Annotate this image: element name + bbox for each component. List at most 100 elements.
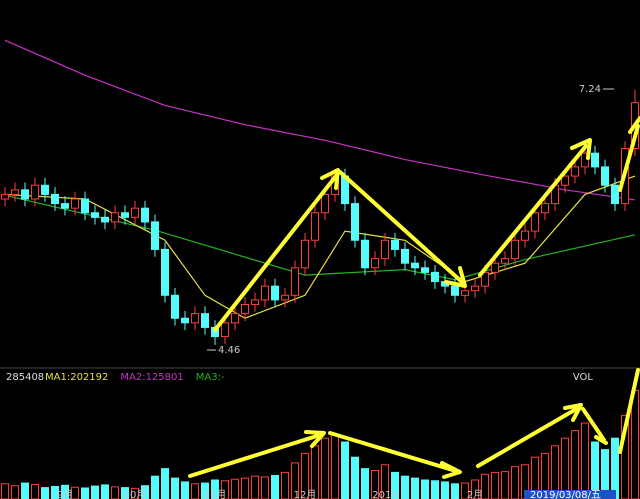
volume-bar — [191, 483, 199, 499]
candle-body — [61, 203, 69, 209]
volume-bar — [531, 456, 539, 499]
x-tick-label: 2019 — [372, 490, 397, 499]
candle-body — [521, 230, 529, 241]
candle-body — [281, 294, 289, 301]
x-tick-label: 2月 — [467, 489, 483, 499]
volume-bar — [601, 449, 609, 499]
volume-bar — [581, 422, 589, 499]
candle-body — [351, 203, 359, 241]
x-tick-label: 10月 — [124, 489, 147, 499]
candle-body — [271, 285, 279, 301]
x-tick-label: 9月 — [57, 489, 73, 499]
legend-entry: MA2:125801 — [120, 372, 183, 383]
volume-bar — [361, 468, 369, 499]
candle-body — [201, 313, 209, 328]
candle-body — [381, 239, 389, 260]
volume-bar — [141, 485, 149, 499]
candle-body — [591, 152, 599, 168]
volume-bar — [371, 470, 379, 499]
ma-line — [4, 194, 636, 281]
candle-body — [31, 184, 39, 200]
candle-body — [371, 258, 379, 269]
candle-body — [1, 193, 9, 200]
volume-bar — [441, 481, 449, 499]
volume-bar — [151, 475, 159, 499]
legend-entry: MA1:202192 — [45, 372, 108, 383]
volume-bar — [341, 441, 349, 499]
volume-bar — [421, 479, 429, 499]
volume-bar — [501, 471, 509, 499]
volume-bar — [331, 433, 339, 499]
cursor-box — [524, 490, 616, 499]
volume-bar — [631, 390, 639, 499]
low-label: 4.46 — [218, 345, 240, 356]
candle-body — [231, 313, 239, 324]
annotation-arrows — [188, 116, 640, 479]
candle-body — [121, 212, 129, 218]
candle-body — [41, 184, 49, 195]
candle-body — [21, 189, 29, 200]
volume-bar — [161, 468, 169, 499]
volume-legend: MA1:202192 MA2:125801 MA3:- — [45, 372, 225, 383]
volume-bar — [71, 486, 79, 499]
candle-body — [131, 207, 139, 218]
volume-bar — [491, 471, 499, 499]
candle-body — [161, 248, 169, 296]
arrow — [618, 368, 640, 454]
candle-body — [581, 152, 589, 168]
candle-body — [491, 262, 499, 273]
volume-bar — [261, 476, 269, 499]
arrow — [213, 168, 340, 332]
candle-body — [51, 193, 59, 205]
volume-bar — [211, 479, 219, 499]
candle-body — [111, 212, 119, 223]
ma-line — [4, 39, 636, 201]
candle-body — [541, 203, 549, 214]
volume-bar — [61, 484, 69, 499]
volume-title: VOL — [573, 372, 594, 383]
candle-body — [561, 175, 569, 186]
volume-bar — [101, 484, 109, 499]
candle-body — [241, 303, 249, 315]
candle-body — [71, 198, 79, 209]
candle-body — [601, 166, 609, 186]
volume-bar — [511, 466, 519, 499]
candle-body — [141, 207, 149, 223]
volume-bar — [351, 456, 359, 499]
arrow — [338, 170, 467, 288]
volume-bar — [11, 485, 19, 499]
volume-bar — [121, 487, 129, 499]
candle-body — [361, 239, 369, 269]
legend-entry: MA3:- — [196, 372, 225, 383]
candle-body — [411, 262, 419, 269]
candle-body — [481, 271, 489, 287]
volume-bar — [451, 483, 459, 499]
volume-bar — [411, 477, 419, 499]
arrow — [188, 430, 326, 478]
volume-bar — [31, 484, 39, 499]
volume-bar — [281, 471, 289, 499]
volume-bar — [591, 441, 599, 499]
high-label: 7.24 — [579, 84, 601, 95]
candle-body — [501, 258, 509, 264]
candle-body — [261, 285, 269, 301]
arrow — [581, 407, 608, 445]
x-tick-label: 12月 — [294, 489, 317, 499]
volume-bar — [111, 486, 119, 499]
x-tick-label: 11月 — [204, 489, 227, 499]
candle-body — [291, 267, 299, 296]
volume-bar — [231, 478, 239, 499]
arrow — [328, 431, 462, 479]
candle-body — [81, 198, 89, 214]
volume-bar — [431, 480, 439, 499]
volume-bar — [221, 480, 229, 499]
candle-body — [571, 166, 579, 177]
candle-body — [191, 313, 199, 324]
volume-bar — [571, 430, 579, 499]
volume-bar — [461, 482, 469, 499]
volume-bar — [81, 487, 89, 499]
volume-value: 285408 — [6, 372, 44, 383]
candle-body — [11, 189, 19, 195]
volume-bar — [611, 437, 619, 499]
